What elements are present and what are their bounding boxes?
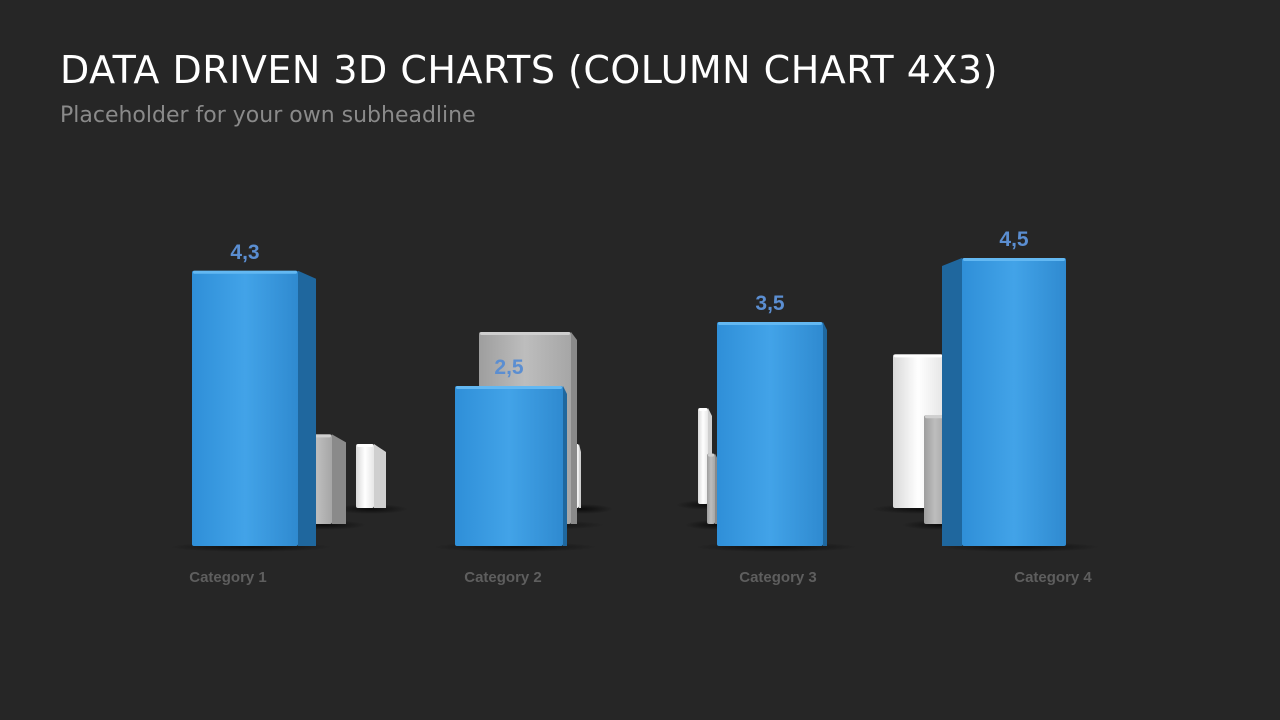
bar-top-bevel bbox=[480, 332, 570, 335]
category-label: Category 2 bbox=[464, 569, 542, 586]
bar-side-face bbox=[332, 434, 346, 524]
bar bbox=[455, 386, 563, 546]
data-label: 4,3 bbox=[230, 241, 259, 264]
bar-side-face bbox=[571, 332, 577, 524]
bar-top-bevel bbox=[718, 322, 822, 325]
page-subtitle: Placeholder for your own subheadline bbox=[60, 103, 476, 128]
bar bbox=[707, 453, 715, 524]
bar-shadow bbox=[334, 504, 408, 514]
bar-side-face bbox=[298, 270, 316, 546]
data-label: 4,5 bbox=[999, 228, 1029, 251]
bar-side-face bbox=[579, 444, 581, 508]
bar-top-bevel bbox=[925, 415, 945, 419]
bar-side-face bbox=[942, 258, 962, 546]
bar-top-bevel bbox=[193, 270, 297, 274]
bar-top-bevel bbox=[708, 453, 714, 457]
category-label: Category 3 bbox=[739, 569, 817, 586]
bar-side-face bbox=[563, 386, 567, 546]
bar-top-bevel bbox=[894, 354, 942, 358]
data-label: 3,5 bbox=[755, 292, 785, 315]
category-label: Category 4 bbox=[1014, 569, 1092, 586]
category-label: Category 1 bbox=[189, 569, 267, 586]
bar bbox=[192, 270, 298, 546]
bar bbox=[698, 408, 708, 504]
bar-side-face bbox=[823, 322, 827, 546]
bar bbox=[717, 322, 823, 546]
bar-top-bevel bbox=[699, 408, 707, 411]
data-label: 2,5 bbox=[494, 356, 524, 379]
bar bbox=[924, 415, 946, 524]
bar-top-bevel bbox=[456, 386, 562, 389]
bar bbox=[962, 258, 1066, 546]
bar bbox=[356, 444, 374, 508]
bar-side-face bbox=[374, 444, 386, 508]
bar-top-bevel bbox=[357, 444, 373, 447]
bar-top-bevel bbox=[963, 258, 1065, 261]
page-title: DATA DRIVEN 3D CHARTS (COLUMN CHART 4X3) bbox=[60, 48, 998, 92]
